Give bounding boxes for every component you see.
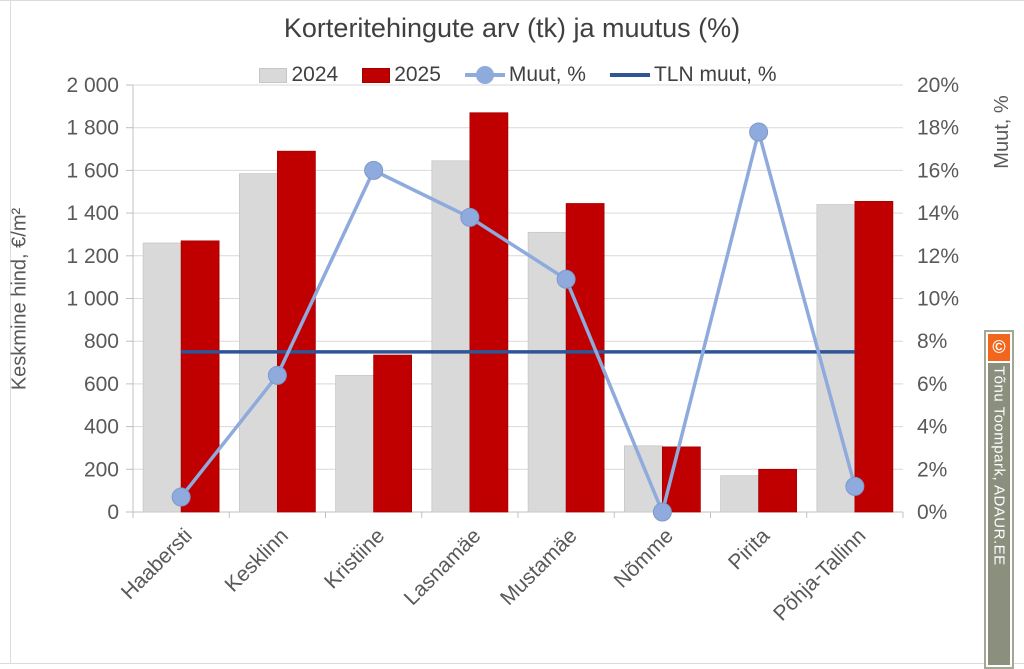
right-tick-label: 20% [917,74,959,97]
right-tick-label: 12% [917,245,959,268]
line-Muut, % [179,125,857,518]
right-tick-label: 8% [917,330,947,353]
category-label-Mustamäe: Mustamäe [496,524,582,610]
chart-border-top [0,0,1024,1]
legend-item-Muut, %: Muut, % [464,63,586,87]
left-tick-label: 1 800 [66,117,119,140]
right-tick-label: 2% [917,458,947,481]
marker-Muut, %-Haabersti [171,487,191,507]
legend-label-TLN muut, %: TLN muut, % [653,63,777,86]
watermark-text: Tõnu Toompark, ADAUR.EE [988,363,1010,665]
bar-2025-Põhja-Tallinn [854,200,894,513]
left-tick-label: 1 400 [66,202,119,225]
left-tick-label: 1 000 [66,288,119,311]
chart-legend: 2024 2025 Muut, % TLN muut, % [133,58,903,92]
left-tick-label: 2 000 [66,74,119,97]
marker-Muut, %-Kesklinn [267,365,287,385]
right-tick-label: 10% [917,288,959,311]
bar-2025-Kristiine [373,354,412,513]
left-tick-label: 1 200 [66,245,119,268]
legend-swatch-TLN muut, % [609,66,650,84]
bar-2024-Pirita [720,475,759,513]
left-tick-label: 1 600 [66,159,119,182]
legend-swatch-2024 [259,67,288,83]
category-label-Haabersti: Haabersti [117,524,197,604]
legend-item-2024: 2024 [259,63,338,87]
marker-Muut, %-Pirita [749,122,769,142]
left-tick-label: 0 [107,501,119,524]
category-label-Pirita: Pirita [724,524,774,574]
right-tick-label: 18% [917,117,959,140]
category-label-Kesklinn: Kesklinn [221,524,293,596]
marker-Muut, %-Mustamäe [556,269,576,289]
legend-item-TLN muut, %: TLN muut, % [609,63,777,87]
bar-2024-Kristiine [335,374,374,513]
right-tick-label: 4% [917,416,947,439]
left-tick-label: 200 [84,458,119,481]
legend-label-2025: 2025 [394,63,441,86]
category-label-Kristiine: Kristiine [320,524,389,593]
bar-2024-Kesklinn [239,173,278,513]
left-tick-label: 400 [84,416,119,439]
category-label-Lasnamäe: Lasnamäe [400,524,486,610]
bar-2025-Nõmme [662,446,701,513]
right-tick-label: 6% [917,373,947,396]
watermark-strip: © Tõnu Toompark, ADAUR.EE [984,330,1014,669]
legend-swatch-Muut, % [464,66,505,84]
legend-label-Muut, %: Muut, % [508,63,586,86]
watermark-copyright-icon: © [988,334,1010,361]
category-label-Nõmme: Nõmme [610,524,678,592]
left-tick-label: 800 [84,330,119,353]
bar-2025-Kesklinn [277,150,316,513]
right-tick-label: 14% [917,202,959,225]
chart-border-left [10,0,11,663]
right-tick-label: 16% [917,159,959,182]
marker-Muut, %-Nõmme [652,502,672,522]
bar-2024-Haabersti [142,242,182,513]
legend-swatch-2025 [362,67,391,83]
bar-2025-Haabersti [180,240,220,513]
legend-line-TLN muut, % [609,73,650,77]
marker-Muut, %-Kristiine [364,160,384,180]
marker-Muut, %-Põhja-Tallinn [845,476,865,496]
marker-Muut, %-Lasnamäe [460,207,480,227]
legend-marker-Muut, % [475,66,494,84]
legend-label-2024: 2024 [291,63,339,86]
category-label-Põhja-Tallinn: Põhja-Tallinn [769,524,870,625]
bar-2025-Pirita [758,468,797,513]
left-tick-label: 600 [84,373,119,396]
right-tick-label: 0% [917,501,947,524]
legend-item-2025: 2025 [362,63,441,87]
chart-title: Korteritehingute arv (tk) ja muutus (%) [283,13,741,43]
chart-border-bottom [0,663,1024,664]
bar-2025-Lasnamäe [469,112,509,513]
